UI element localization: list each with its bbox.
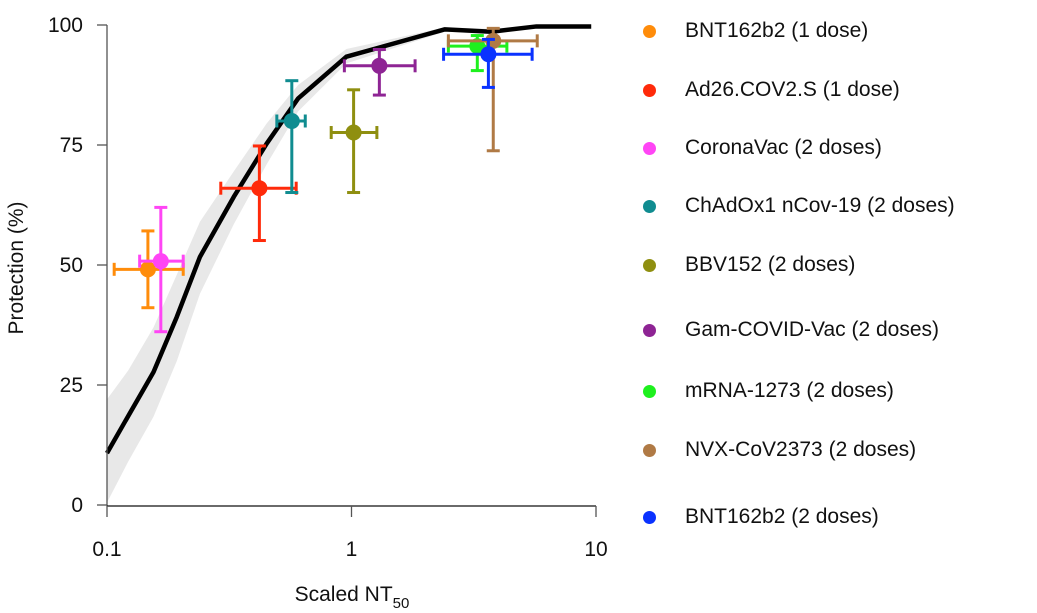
- data-points-layer: [112, 26, 539, 334]
- legend-label: NVX-CoV2373 (2 doses): [685, 438, 917, 461]
- legend-label: CoronaVac (2 doses): [685, 136, 882, 159]
- x-tick-label: 10: [584, 538, 607, 561]
- x-axis-title-subscript: 50: [393, 595, 410, 612]
- y-tick-label: 100: [48, 14, 83, 37]
- fit-curve-layer: [105, 24, 592, 455]
- data-point-marker: [345, 124, 362, 141]
- legend-label: BBV152 (2 doses): [685, 253, 856, 276]
- legend-marker-icon: [643, 258, 656, 272]
- data-point-marker: [480, 46, 497, 63]
- legend-marker-icon: [643, 384, 656, 398]
- legend-label: Ad26.COV2.S (1 dose): [685, 78, 900, 101]
- x-axis-title: Scaled NT50: [295, 583, 410, 612]
- legend-item: mRNA-1273 (2 doses): [641, 376, 894, 406]
- legend-marker-icon: [643, 141, 656, 155]
- data-point-marker: [283, 113, 300, 129]
- data-point-group: [342, 47, 417, 97]
- data-point-marker: [139, 261, 156, 278]
- data-point-group: [112, 229, 185, 310]
- fit-curve-line: [105, 24, 592, 455]
- axes: 0 25 50 75 100 0.1 1 10: [48, 14, 608, 561]
- chart-plot-area: 0 25 50 75 100 0.1 1 10 Protection (%) Scaled N…: [5, 14, 608, 612]
- confidence-band: [107, 25, 592, 503]
- legend-item: CoronaVac (2 doses): [641, 133, 882, 163]
- x-tick-label: 1: [346, 538, 358, 561]
- x-axis-title-main: Scaled NT: [295, 583, 393, 606]
- legend-marker-icon: [643, 443, 656, 457]
- legend-marker-icon: [643, 83, 656, 97]
- y-tick-label: 75: [60, 134, 83, 157]
- legend-item: BNT162b2 (2 doses): [641, 502, 879, 532]
- data-point-marker: [371, 57, 388, 74]
- legend-label: BNT162b2 (1 dose): [685, 19, 869, 42]
- confidence-band-layer: [107, 25, 592, 503]
- legend-item: BNT162b2 (1 dose): [641, 16, 868, 46]
- x-tick-label: 0.1: [92, 538, 121, 561]
- legend-label: Gam-COVID-Vac (2 doses): [685, 318, 939, 341]
- data-point-marker: [152, 253, 169, 270]
- legend-marker-icon: [643, 510, 656, 524]
- legend-marker-icon: [643, 24, 656, 38]
- legend-marker-icon: [643, 199, 656, 213]
- y-tick-label: 0: [71, 494, 83, 517]
- data-point-group: [275, 79, 307, 195]
- legend-item: BBV152 (2 doses): [641, 250, 855, 280]
- data-point-marker: [251, 180, 268, 197]
- legend-item: ChAdOx1 nCov-19 (2 doses): [641, 191, 955, 221]
- data-point-group: [138, 205, 185, 334]
- legend-item: NVX-CoV2373 (2 doses): [641, 435, 916, 465]
- y-tick-label: 25: [60, 374, 83, 397]
- y-axis-title: Protection (%): [5, 201, 28, 334]
- legend-item: Gam-COVID-Vac (2 doses): [641, 315, 939, 345]
- legend-label: ChAdOx1 nCov-19 (2 doses): [685, 194, 955, 217]
- legend-marker-icon: [643, 323, 656, 337]
- y-tick-label: 50: [60, 254, 83, 277]
- legend-label: mRNA-1273 (2 doses): [685, 379, 894, 402]
- data-point-group: [329, 88, 379, 195]
- data-point-group: [442, 37, 534, 89]
- legend-label: BNT162b2 (2 doses): [685, 505, 879, 528]
- data-point-group: [219, 144, 298, 243]
- legend-item: Ad26.COV2.S (1 dose): [641, 75, 900, 105]
